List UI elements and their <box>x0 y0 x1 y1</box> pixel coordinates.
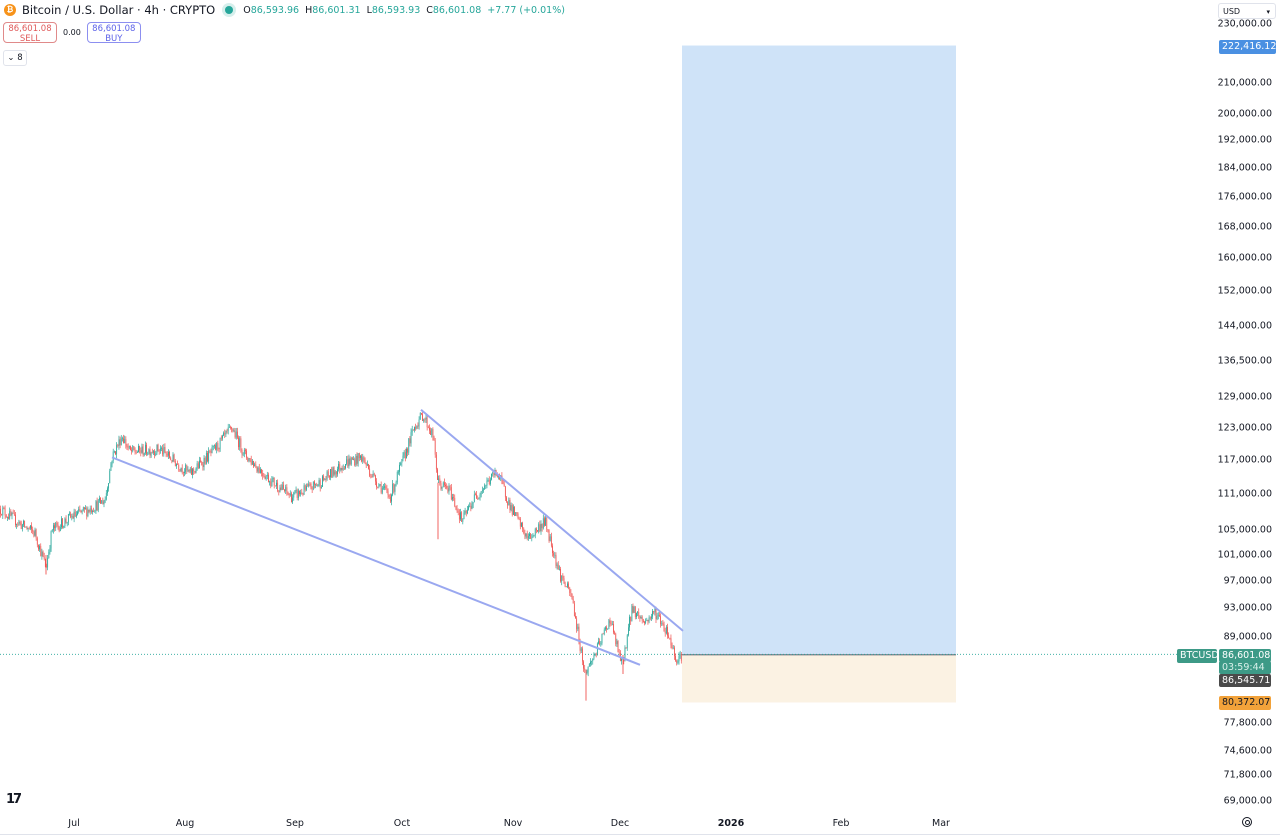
price-axis-label: 152,000.00 <box>1217 285 1272 297</box>
last-price-tag: 86,601.08 <box>1219 649 1271 662</box>
stop-price-tag: 80,372.07 <box>1219 696 1271 710</box>
time-axis-label: 2026 <box>717 818 745 829</box>
tradingview-logo[interactable]: 17 <box>6 792 22 807</box>
price-axis-label: 123,000.00 <box>1217 422 1272 434</box>
price-axis-label: 210,000.00 <box>1217 77 1272 89</box>
buy-button[interactable]: 86,601.08 BUY <box>86 22 141 44</box>
time-axis-label: Dec <box>610 818 630 829</box>
time-axis-label: Sep <box>286 818 304 829</box>
time-axis-label: Feb <box>832 818 850 829</box>
price-axis-label: 97,000.00 <box>1223 575 1272 587</box>
open-value: 86,593.96 <box>250 4 300 16</box>
price-axis-label: 129,000.00 <box>1217 391 1272 403</box>
target-price-tag: 222,416.12 <box>1219 40 1276 54</box>
trade-panel: 86,601.08 SELL 0.00 86,601.08 BUY <box>3 22 141 44</box>
price-axis-label: 136,500.00 <box>1217 355 1272 367</box>
symbol-header: ₿ Bitcoin / U.S. Dollar · 4h · CRYPTO O8… <box>4 3 565 17</box>
time-axis-label: Oct <box>393 818 411 829</box>
price-axis-label: 69,000.00 <box>1223 795 1272 807</box>
price-axis-label: 105,000.00 <box>1217 524 1272 536</box>
market-open-icon <box>225 6 234 14</box>
price-axis-label: 144,000.00 <box>1217 320 1272 332</box>
price-axis-label: 111,000.00 <box>1217 488 1272 500</box>
price-axis-label: 200,000.00 <box>1217 108 1272 120</box>
symbol-tag: BTCUSD <box>1177 649 1219 663</box>
countdown-tag: 03:59:44 <box>1219 661 1271 674</box>
ohlc-values: O86,593.96 H86,601.31 L86,593.93 C86,601… <box>243 4 565 16</box>
bitcoin-icon: ₿ <box>4 4 16 16</box>
change-value: +7.77 (+0.01%) <box>487 4 565 16</box>
settings-icon[interactable] <box>1242 817 1252 827</box>
indicators-toggle[interactable]: ⌄ 8 <box>3 50 27 66</box>
price-axis-label: 230,000.00 <box>1217 18 1272 30</box>
price-axis-label: 74,600.00 <box>1223 745 1272 757</box>
price-axis-label: 89,000.00 <box>1223 631 1272 643</box>
price-axis-label: 71,800.00 <box>1223 769 1272 781</box>
price-axis-label: 117,000.00 <box>1217 454 1272 466</box>
upper-trendline[interactable] <box>420 408 684 632</box>
price-axis-label: 101,000.00 <box>1217 549 1272 561</box>
divider <box>0 834 1280 835</box>
close-value: 86,601.08 <box>432 4 482 16</box>
time-axis-label: Mar <box>932 818 950 829</box>
symbol-title[interactable]: Bitcoin / U.S. Dollar · 4h · CRYPTO <box>22 3 216 17</box>
price-axis-label: 168,000.00 <box>1217 221 1272 233</box>
price-axis-label: 184,000.00 <box>1217 162 1272 174</box>
entry-price-tag: 86,545.71 <box>1219 674 1271 687</box>
low-value: 86,593.93 <box>371 4 421 16</box>
price-axis-label: 160,000.00 <box>1217 252 1272 264</box>
time-axis-label: Aug <box>175 818 195 829</box>
stop-zone[interactable] <box>682 654 956 703</box>
high-value: 86,601.31 <box>312 4 361 16</box>
currency-select[interactable]: USD ▾ <box>1218 3 1276 19</box>
profit-zone[interactable] <box>682 45 956 655</box>
price-axis-label: 93,000.00 <box>1223 602 1272 614</box>
time-axis-label: Nov <box>503 818 523 829</box>
chevron-down-icon: ▾ <box>1266 8 1270 16</box>
time-axis-label: Jul <box>68 818 80 829</box>
spread-value: 0.00 <box>63 28 81 37</box>
lower-trendline[interactable] <box>111 456 641 666</box>
price-axis-label: 176,000.00 <box>1217 191 1272 203</box>
sell-button[interactable]: 86,601.08 SELL <box>3 22 57 44</box>
price-axis-label: 77,800.00 <box>1223 717 1272 729</box>
price-axis-label: 192,000.00 <box>1217 134 1272 146</box>
